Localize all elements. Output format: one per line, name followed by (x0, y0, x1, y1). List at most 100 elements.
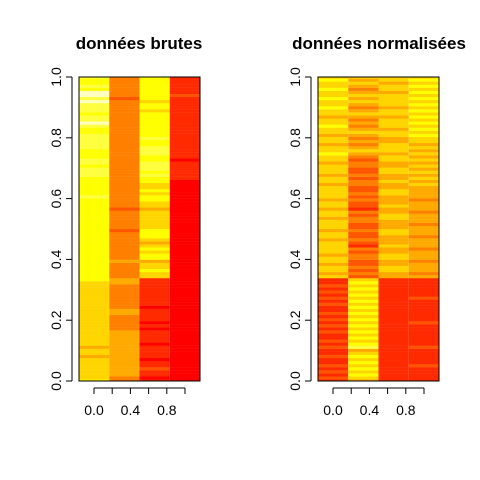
heatmap-cell (348, 176, 379, 180)
heatmap-cell (139, 136, 170, 141)
heatmap-cell (348, 290, 379, 294)
heatmap-cell (109, 124, 140, 128)
heatmap-cell (378, 354, 409, 359)
heatmap-cell (139, 76, 170, 79)
heatmap-cell (79, 327, 110, 331)
heatmap-cell (378, 376, 409, 380)
heatmap-cell (378, 324, 409, 328)
heatmap-cell (318, 173, 349, 177)
heatmap-cell (79, 308, 110, 313)
heatmap-cell (139, 351, 170, 355)
heatmap-cell (109, 225, 140, 230)
x-tick-label: 0.0 (323, 402, 343, 418)
heatmap-cell (79, 90, 110, 94)
heatmap-cell (318, 145, 349, 150)
heatmap-cell (109, 293, 140, 297)
heatmap-cell (408, 225, 439, 230)
heatmap-cell (139, 339, 170, 343)
heatmap-cell (169, 262, 200, 266)
x-axis-ticks (332, 388, 425, 394)
heatmap-cell (318, 81, 349, 85)
heatmap-cell (169, 155, 200, 159)
heatmap-cell (348, 170, 379, 174)
heatmap-cell (169, 93, 200, 98)
heatmap-cell (378, 299, 409, 303)
heatmap-cell (408, 302, 439, 306)
heatmap-cell (109, 173, 140, 177)
heatmap-cell (139, 247, 170, 251)
heatmap-cell (79, 271, 110, 276)
heatmap-cell (348, 164, 379, 168)
heatmap-cell (318, 155, 349, 159)
heatmap-cell (109, 367, 140, 371)
heatmap-cell (139, 219, 170, 223)
heatmap-cell (79, 253, 110, 257)
heatmap-cell (378, 357, 409, 362)
heatmap-cell (378, 185, 409, 190)
heatmap-cell (109, 231, 140, 236)
heatmap-cell (109, 360, 140, 365)
heatmap-cell (408, 145, 439, 150)
heatmap-cell (378, 188, 409, 193)
heatmap-cell (318, 204, 349, 208)
heatmap-cell (169, 265, 200, 270)
y-tick-label: 0.2 (287, 310, 303, 330)
heatmap-cell (378, 161, 409, 165)
heatmap-cell (109, 103, 140, 107)
heatmap-cell (318, 170, 349, 174)
heatmap-cell (109, 351, 140, 355)
heatmap-cell (378, 302, 409, 306)
heatmap-cell (348, 81, 379, 85)
heatmap-cell (139, 201, 170, 205)
heatmap-cell (378, 241, 409, 245)
heatmap-cell (348, 302, 379, 306)
heatmap-cell (408, 152, 439, 156)
heatmap-cell (79, 216, 110, 220)
heatmap-cell (79, 311, 110, 316)
heatmap-cell (169, 330, 200, 334)
heatmap-cell (408, 130, 439, 134)
heatmap-cell (318, 265, 349, 270)
heatmap-cell (169, 268, 200, 273)
heatmap-cell (348, 149, 379, 153)
heatmap-cell (169, 149, 200, 153)
heatmap-cell (348, 109, 379, 113)
heatmap-cell (318, 262, 349, 266)
heatmap-cell (109, 339, 140, 343)
heatmap-cell (408, 256, 439, 260)
heatmap-cell (378, 139, 409, 144)
heatmap-cell (79, 305, 110, 309)
heatmap-cell (348, 167, 379, 171)
heatmap-cell (378, 124, 409, 128)
heatmap-cell (139, 99, 170, 104)
heatmap-cell (79, 235, 110, 239)
heatmap-cell (139, 164, 170, 168)
heatmap-cell (318, 130, 349, 134)
heatmap-cell (79, 121, 110, 125)
heatmap-cell (318, 302, 349, 306)
heatmap-cell (348, 256, 379, 260)
heatmap-cell (139, 274, 170, 279)
heatmap-cell (109, 250, 140, 254)
heatmap-cell (109, 370, 140, 374)
heatmap-cell (318, 370, 349, 374)
heatmap-cell (109, 188, 140, 193)
heatmap-cell (169, 179, 200, 184)
heatmap-cell (348, 311, 379, 316)
heatmap-cell (169, 213, 200, 217)
heatmap-cell (378, 360, 409, 365)
heatmap-cell (408, 278, 439, 282)
heatmap-cell (79, 84, 110, 88)
heatmap-cell (109, 145, 140, 150)
heatmap-cell (139, 235, 170, 239)
heatmap-cell (318, 284, 349, 288)
heatmap-cell (318, 112, 349, 116)
heatmap-cell (79, 364, 110, 368)
heatmap-cell (169, 278, 200, 282)
heatmap-cell (318, 198, 349, 202)
heatmap-cell (169, 250, 200, 254)
heatmap-cell (378, 351, 409, 355)
heatmap-cell (79, 149, 110, 153)
heatmap-cell (109, 176, 140, 180)
heatmap-cell (378, 204, 409, 208)
